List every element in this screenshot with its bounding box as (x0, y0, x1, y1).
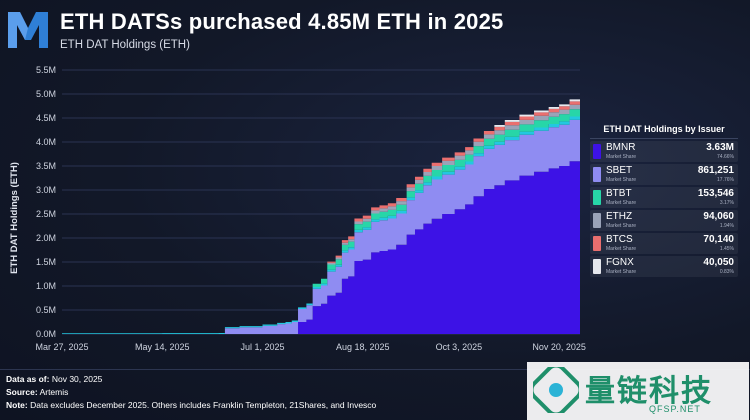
y-tick-label: 3.0M (36, 185, 56, 195)
legend-rows: BMNR Market Share 3.63M 74.66% SBET Market Sh… (590, 141, 738, 277)
watermark: 量链科技 QFSP.NET (527, 362, 749, 420)
legend-item-sublabel: Market Share (606, 246, 637, 252)
legend-item-sublabel: Market Share (606, 269, 637, 275)
legend-item-name: BTCS (606, 234, 633, 245)
area-series (62, 97, 580, 334)
legend-title: ETH DAT Holdings by Issuer (590, 124, 738, 139)
area-sbet (62, 118, 580, 334)
legend-item-value: 3.63M (706, 142, 734, 153)
header: ETH DATSs purchased 4.85M ETH in 2025 ET… (0, 0, 750, 56)
legend-item-share: 1.94% (719, 223, 734, 229)
legend-item-sublabel: Market Share (606, 200, 637, 206)
legend-item: FGNX Market Share 40,050 0.83% (590, 256, 738, 277)
holdings-area-chart: 0.0M 0.5M 1.0M 1.5M 2.0M 2.5M 3.0M 3.5M 4.0M 4.5M… (9, 65, 586, 352)
data-as-of-label: Data as of: (6, 374, 50, 384)
legend-item: ETHZ Market Share 94,060 1.94% (590, 210, 738, 231)
footer-divider (0, 369, 750, 370)
source-line: Source: Artemis (6, 387, 526, 397)
data-as-of-line: Data as of: Nov 30, 2025 (6, 374, 526, 384)
legend-item: SBET Market Share 861,251 17.76% (590, 164, 738, 185)
source-value: Artemis (39, 387, 69, 397)
legend-item-name: SBET (606, 165, 633, 176)
chart-subtitle: ETH DAT Holdings (ETH) (60, 39, 190, 51)
legend-item: BTCS Market Share 70,140 1.45% (590, 233, 738, 254)
area-bmnr (62, 159, 580, 334)
legend-item-share: 0.83% (719, 269, 734, 275)
y-tick-label: 0.5M (36, 305, 56, 315)
legend-item-value: 70,140 (703, 234, 734, 245)
y-tick-label: 2.5M (36, 209, 56, 219)
watermark-url: QFSP.NET (649, 404, 701, 414)
x-axis-ticks: Mar 27, 2025 May 14, 2025 Jul 1, 2025 Aug 1… (35, 342, 585, 352)
y-tick-label: 1.5M (36, 257, 56, 267)
legend-item-value: 94,060 (703, 211, 734, 222)
y-tick-label: 0.0M (36, 329, 56, 339)
legend-item: BTBT Market Share 153,546 3.17% (590, 187, 738, 208)
legend-item-name: ETHZ (606, 211, 633, 222)
legend-item-share: 74.66% (717, 154, 734, 160)
legend-item-sublabel: Market Share (606, 154, 637, 160)
y-tick-label: 5.5M (36, 65, 56, 75)
legend-swatch (593, 167, 601, 182)
source-label: Source: (6, 387, 38, 397)
y-tick-label: 2.0M (36, 233, 56, 243)
data-as-of-value: Nov 30, 2025 (51, 374, 103, 384)
legend-swatch (593, 213, 601, 228)
legend-swatch (593, 190, 601, 205)
y-axis-label: ETH DAT Holdings (ETH) (9, 162, 20, 274)
legend-swatch (593, 144, 601, 159)
x-tick-label: Nov 20, 2025 (532, 342, 586, 352)
legend-item-value: 861,251 (697, 165, 734, 176)
watermark-text: 量链科技 (585, 375, 713, 408)
artemis-logo-icon (8, 12, 48, 48)
area-btbt (62, 107, 580, 334)
legend-item: BMNR Market Share 3.63M 74.66% (590, 141, 738, 162)
y-tick-label: 4.5M (36, 113, 56, 123)
legend-item-name: BMNR (606, 142, 636, 153)
chart-title: ETH DATSs purchased 4.85M ETH in 2025 (60, 9, 504, 34)
legend-item-value: 40,050 (703, 257, 734, 268)
x-tick-label: Aug 18, 2025 (336, 342, 390, 352)
x-tick-label: Jul 1, 2025 (240, 342, 284, 352)
legend-item-share: 17.76% (717, 177, 734, 183)
y-tick-label: 3.5M (36, 161, 56, 171)
y-tick-label: 1.0M (36, 281, 56, 291)
legend-swatch (593, 259, 601, 274)
x-tick-label: Mar 27, 2025 (35, 342, 88, 352)
note-value: Data excludes December 2025. Others incl… (30, 400, 377, 410)
legend-item-name: FGNX (606, 257, 634, 268)
x-tick-label: Oct 3, 2025 (436, 342, 483, 352)
legend-item-value: 153,546 (697, 188, 734, 199)
watermark-logo-icon (533, 367, 579, 413)
y-tick-label: 4.0M (36, 137, 56, 147)
legend-item-share: 1.45% (719, 246, 734, 252)
y-tick-label: 5.0M (36, 89, 56, 99)
legend: ETH DAT Holdings by Issuer BMNR Market Sh… (590, 124, 738, 277)
legend-item-sublabel: Market Share (606, 177, 637, 183)
y-axis-ticks: 0.0M 0.5M 1.0M 1.5M 2.0M 2.5M 3.0M 3.5M 4.0M 4.5M… (36, 65, 56, 339)
legend-item-share: 3.17% (719, 200, 734, 206)
legend-item-sublabel: Market Share (606, 223, 637, 229)
area-btcs (62, 99, 580, 334)
x-tick-label: May 14, 2025 (135, 342, 190, 352)
legend-item-name: BTBT (606, 188, 632, 199)
legend-swatch (593, 236, 601, 251)
footer: Data as of: Nov 30, 2025 Source: Artemis… (6, 374, 526, 413)
note-label: Note: (6, 400, 28, 410)
note-line: Note: Data excludes December 2025. Other… (6, 400, 526, 410)
